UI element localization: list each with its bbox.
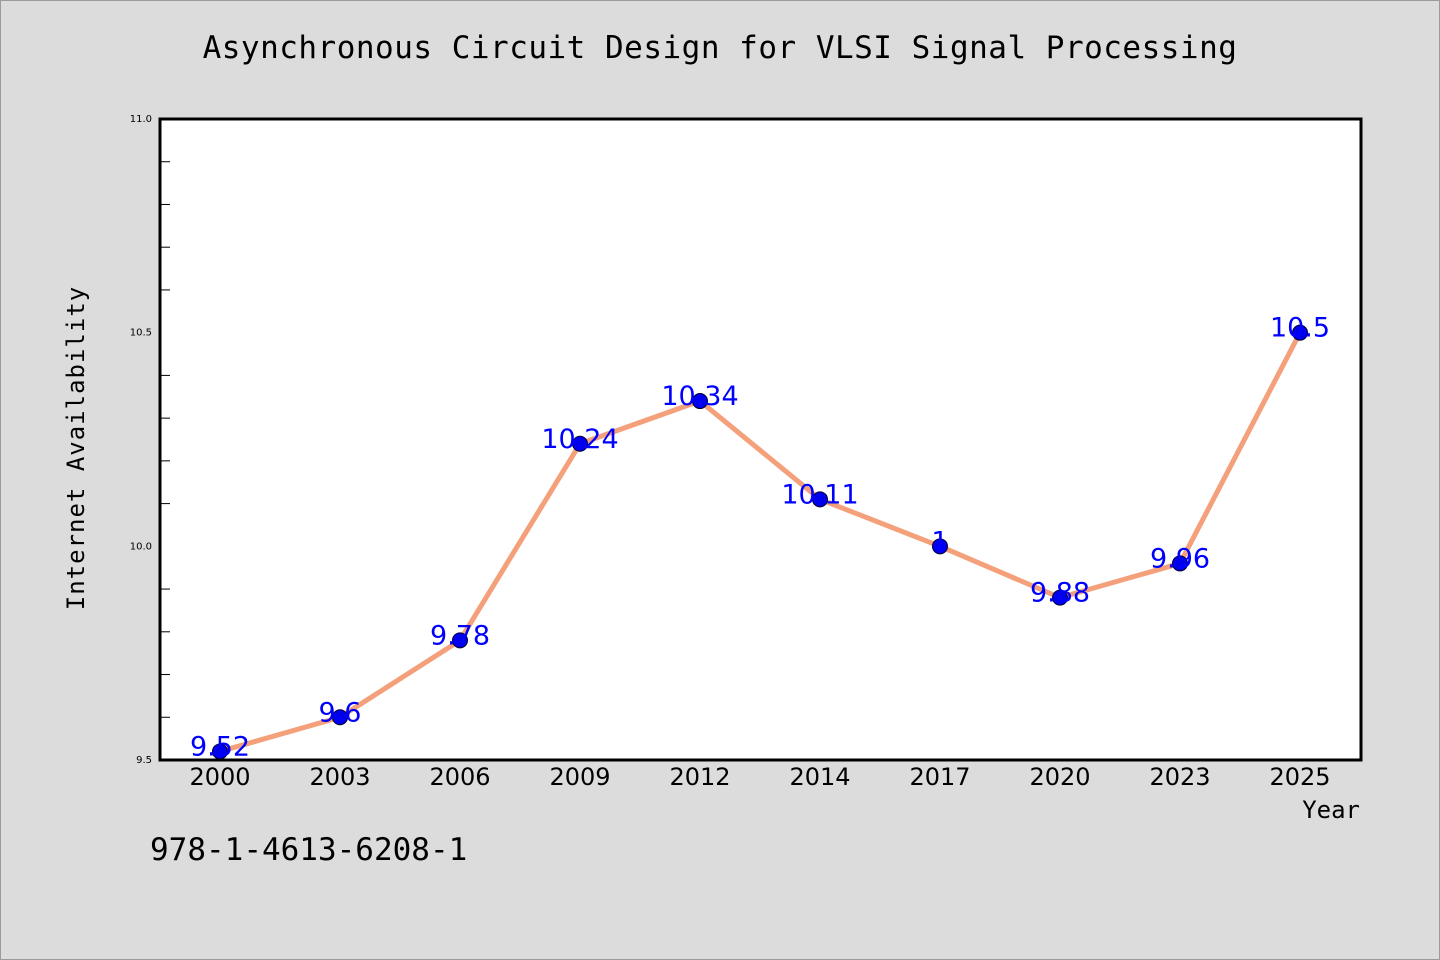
data-point [332, 709, 348, 726]
data-point [692, 393, 708, 410]
data-point [572, 435, 588, 452]
data-label: 9.88 [1030, 578, 1090, 609]
plot-border [158, 117, 1363, 762]
data-point [1052, 589, 1068, 606]
data-label: 10.24 [541, 424, 618, 455]
data-label: 10.34 [661, 381, 738, 412]
series-line-group [217, 330, 1303, 754]
x-tick-label: 2017 [909, 763, 970, 791]
data-point [932, 538, 948, 555]
data-point [1172, 555, 1188, 572]
data-label: 9.6 [319, 697, 362, 728]
isbn-annotation: 978-1-4613-6208-1 [150, 832, 468, 868]
plot-area [160, 119, 1361, 760]
x-tick-label: 2006 [429, 763, 490, 791]
data-point [452, 632, 468, 649]
x-tick-label: 2009 [549, 763, 610, 791]
x-axis-label: Year [1302, 796, 1360, 824]
data-point [1292, 324, 1308, 341]
data-label: 10.11 [781, 479, 858, 510]
y-tick-label: 11.0 [130, 114, 152, 125]
x-tick-label: 2023 [1149, 763, 1210, 791]
data-label: 9.78 [430, 620, 490, 651]
data-label: 9.96 [1150, 543, 1210, 574]
data-label: 9.52 [190, 731, 250, 762]
x-tick-label: 2014 [789, 763, 850, 791]
x-tick-label: 2025 [1269, 763, 1330, 791]
series-line [217, 330, 1303, 754]
data-labels: 9.52 9.6 9.78 10.24 10.34 10.11 1 9.88 9.96 10.5 [190, 313, 1330, 763]
data-point [812, 491, 828, 508]
y-axis-ticks: 9.5 10.0 10.5 11.0 [130, 114, 170, 766]
x-tick-label: 2000 [189, 763, 250, 791]
x-tick-label: 2003 [309, 763, 370, 791]
x-tick-label: 2012 [669, 763, 730, 791]
y-tick-label: 10.0 [130, 541, 152, 552]
x-axis-ticks: 2000 2003 2006 2009 2012 2014 2017 2020 2023 2025 [189, 763, 1330, 791]
x-tick-label: 2020 [1029, 763, 1090, 791]
series-markers [212, 324, 1308, 760]
data-label: 10.5 [1270, 313, 1330, 344]
data-label: 1 [931, 526, 948, 557]
chart-title: Asynchronous Circuit Design for VLSI Sig… [202, 30, 1238, 66]
y-tick-label: 9.5 [136, 755, 152, 766]
y-tick-label: 10.5 [130, 328, 152, 339]
